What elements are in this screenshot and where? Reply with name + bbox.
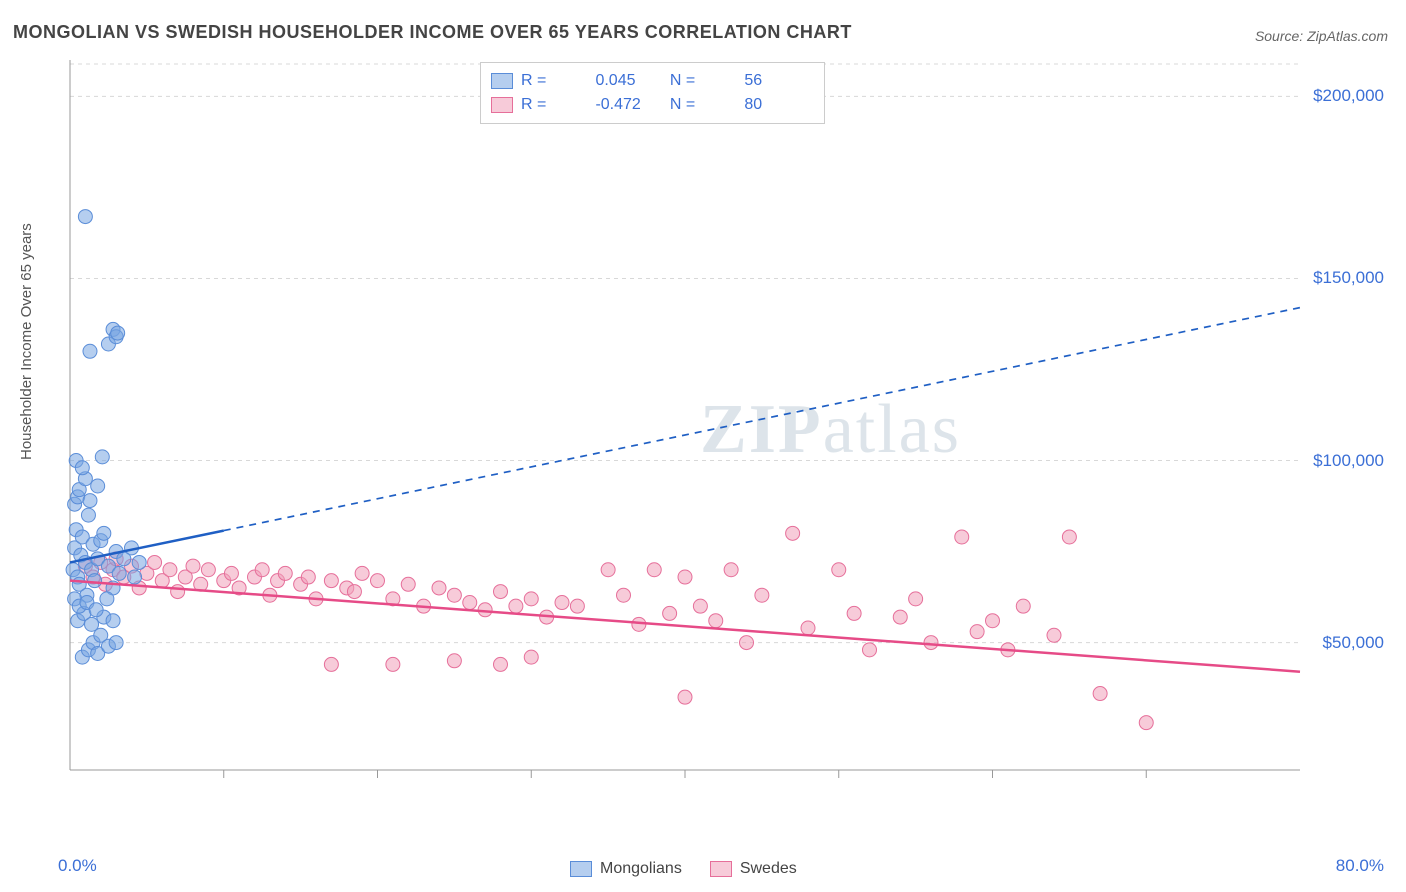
chart-title: MONGOLIAN VS SWEDISH HOUSEHOLDER INCOME … xyxy=(13,22,852,43)
y-tick-label: $150,000 xyxy=(1313,268,1384,288)
legend-item-series2: Swedes xyxy=(710,860,797,878)
x-axis-min-label: 0.0% xyxy=(58,856,97,876)
legend-n-label2: N = xyxy=(670,93,740,117)
legend-row-series2: R = -0.472 N = 80 xyxy=(491,93,814,117)
y-tick-label: $50,000 xyxy=(1323,633,1384,653)
legend-r-value-series1: 0.045 xyxy=(595,69,665,93)
legend-label-series2: Swedes xyxy=(740,860,797,877)
x-axis-max-label: 80.0% xyxy=(1336,856,1384,876)
source-attribution: Source: ZipAtlas.com xyxy=(1255,28,1388,44)
legend-n-value-series2: 80 xyxy=(744,93,814,117)
legend-r-label: R = xyxy=(521,69,591,93)
legend-n-value-series1: 56 xyxy=(744,69,814,93)
y-tick-label: $100,000 xyxy=(1313,451,1384,471)
legend-swatch-series2b xyxy=(710,861,732,877)
legend-row-series1: R = 0.045 N = 56 xyxy=(491,69,814,93)
legend-item-series1: Mongolians xyxy=(570,860,682,878)
legend-r-value-series2: -0.472 xyxy=(595,93,665,117)
legend-label-series1: Mongolians xyxy=(600,860,682,877)
y-tick-label: $200,000 xyxy=(1313,86,1384,106)
correlation-legend: R = 0.045 N = 56 R = -0.472 N = 80 xyxy=(480,62,825,124)
legend-swatch-series1 xyxy=(491,73,513,89)
legend-swatch-series2 xyxy=(491,97,513,113)
y-axis-label: Householder Income Over 65 years xyxy=(18,223,35,460)
legend-n-label: N = xyxy=(670,69,740,93)
legend-r-label2: R = xyxy=(521,93,591,117)
series-legend: Mongolians Swedes xyxy=(570,860,797,878)
scatter-plot xyxy=(60,60,1380,830)
plot-svg xyxy=(60,60,1380,830)
legend-swatch-series1b xyxy=(570,861,592,877)
